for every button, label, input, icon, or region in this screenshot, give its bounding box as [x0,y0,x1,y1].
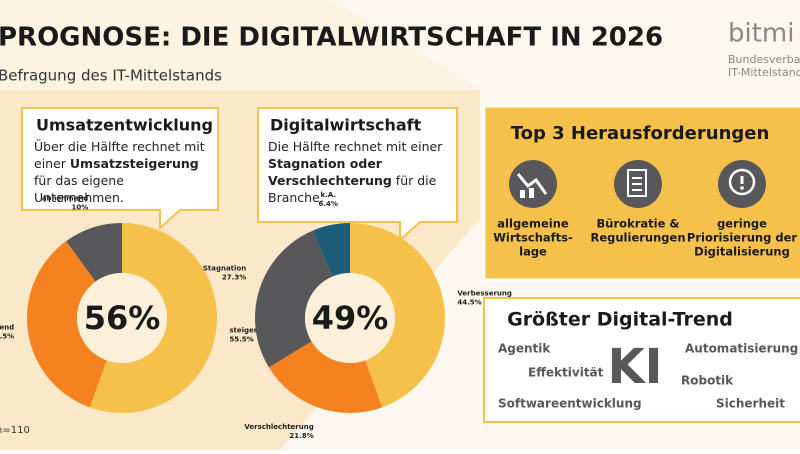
donut-segment [89,223,217,413]
segment-label: gleichbleibend [0,323,14,331]
trend-word: Softwareentwicklung [498,397,642,411]
trend-word: Sicherheit [716,397,785,411]
segment-label: steigend [229,327,263,335]
box-text-wrap: Über die Hälfte rechnet mit einer Umsatz… [34,138,212,206]
trend-box [483,297,800,423]
box-text: Die Hälfte rechnet mit einer Stagnation … [268,138,454,206]
challenges-title: Top 3 Herausforderungen [511,123,770,144]
segment-value: 21.8% [289,432,313,440]
challenge-label: Priorisierung der [687,231,797,245]
donut-segment [268,341,383,413]
challenge-label: Digitalisierung [694,245,790,259]
text-part: für die Branche. [268,173,437,205]
callout-box [257,107,458,243]
icon [509,160,557,208]
text-part: Über die Hälfte rechnet mit einer [34,139,205,171]
logo-mark: bitmi [728,19,794,49]
trend-word: Automatisierung [685,342,798,356]
donut-hole [77,273,167,363]
segment-value: 55.5% [229,336,253,344]
title: PROGNOSE: DIE DIGITALWIRTSCHAFT IN 2026 [0,23,663,53]
challenge-label: Bürokratie & [597,217,680,231]
challenge-label: Regulierungen [590,231,685,245]
donut-segment [350,223,446,408]
segment-value: 34.5% [0,332,14,340]
segment-label: Verschlechterung [244,423,313,431]
box-text: Über die Hälfte rechnet mit einer Umsatz… [34,138,212,206]
segment-label: k.A. [320,191,336,199]
text-bold: Umsatzsteigerung [69,156,199,171]
segment-value: 10% [72,203,89,211]
segment-value: 44.5% [457,298,481,306]
donut-segment [66,223,122,282]
callout-box [21,107,219,231]
challenge-label: allgemeine [497,217,569,231]
trend-word: Robotik [681,374,734,388]
donut-segment [255,230,333,368]
logo-line: IT-Mittelstand e.V. [728,66,800,79]
segment-label: abnehmend [42,194,88,202]
center-label: 49% [312,299,389,337]
trend-main: KI [607,339,662,395]
center-label: 56% [84,299,161,337]
trend-title: Größter Digital-Trend [507,309,733,331]
challenge-label: Wirtschafts- [493,231,573,245]
footnote: n=110 [0,425,30,436]
text-bold: Stagnation oder Verschlechterung [268,156,392,188]
icon [718,160,766,208]
text-part: für das eigene Unternehmen. [34,173,124,205]
challenge-label: geringe [717,217,767,231]
trend-word: Effektivität [528,366,604,380]
box-title: Digitalwirtschaft [270,116,422,135]
subtitle: Befragung des IT-Mittelstands [0,67,222,85]
logo-line: Bundesverband [728,53,800,66]
icon [614,160,662,208]
donut-segment [312,223,350,277]
text-part: Die Hälfte rechnet mit einer [268,139,443,154]
challenge-label: lage [519,245,547,259]
arrow-top [0,0,480,90]
box-title: Umsatzentwicklung [36,116,213,135]
segment-value: 27.3% [222,274,246,282]
box-text-wrap: Die Hälfte rechnet mit einer Stagnation … [268,138,454,206]
trend-word: Agentik [498,342,551,356]
segment-label: Stagnation [203,265,246,273]
donut-segment [26,241,107,408]
donut-hole [305,273,395,363]
segment-value: 6.4% [319,200,338,208]
segment-label: Verbesserung [457,289,512,297]
